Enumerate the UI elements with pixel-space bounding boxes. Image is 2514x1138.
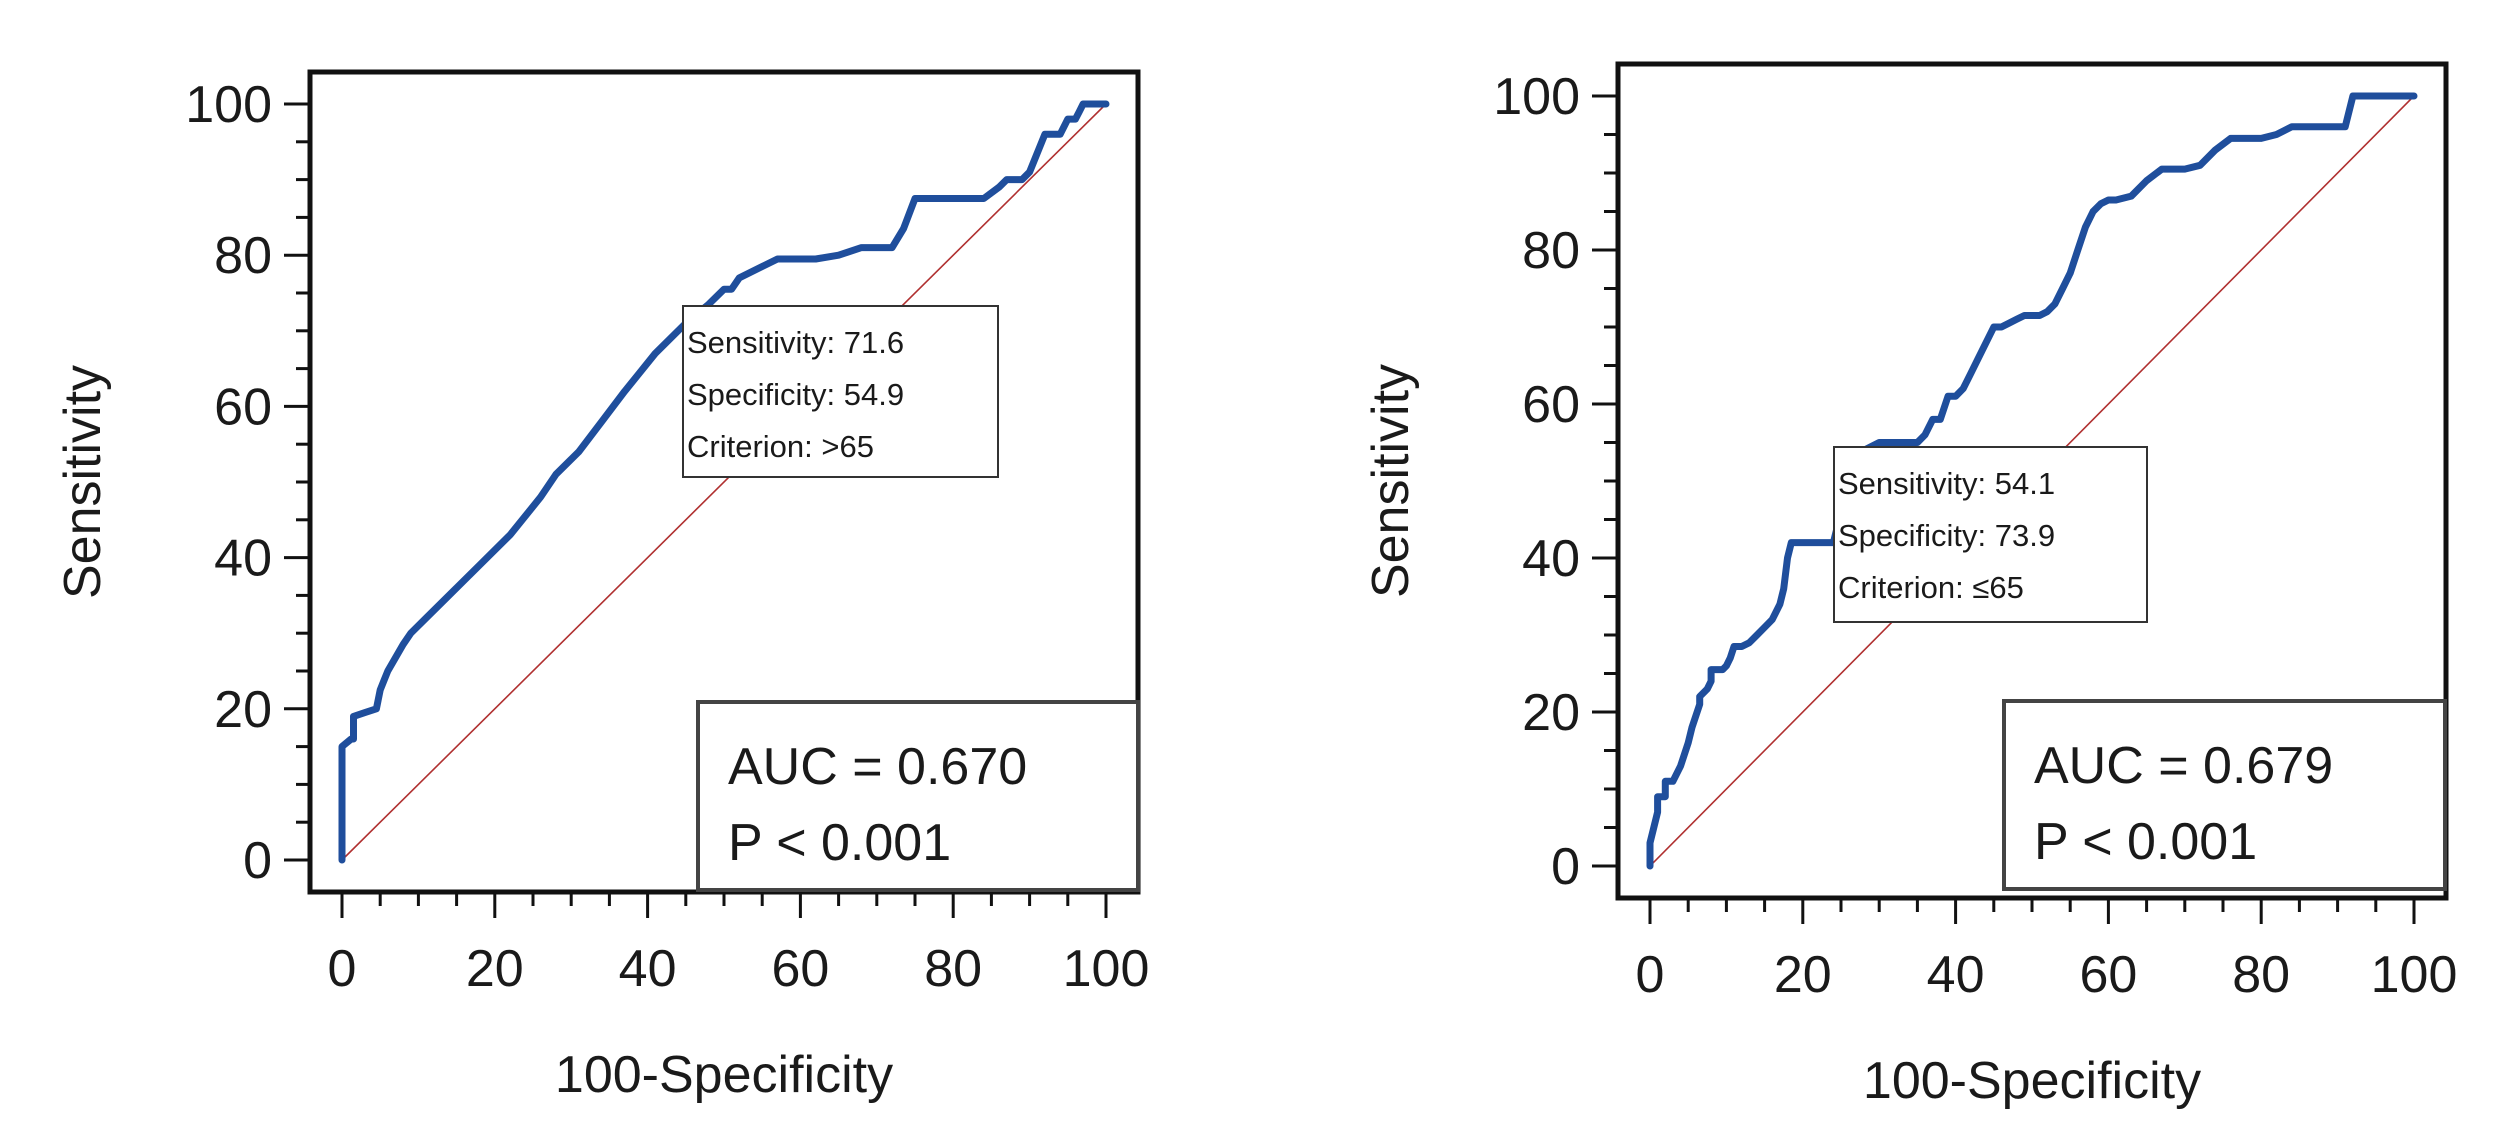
criterion-value: Criterion: ≤65 [1838,570,2024,605]
x-tick-label: 20 [1774,946,1832,1004]
auc-box-frame [696,700,1140,892]
criterion-sensitivity: Sensitivity: 54.1 [1838,466,2055,501]
auc-box: AUC = 0.679 P < 0.001 [2002,699,2447,891]
y-tick-label: 0 [1551,838,1580,896]
x-tick-label: 60 [2079,946,2137,1004]
y-tick-label: 20 [1522,684,1580,742]
y-tick-label: 40 [1522,530,1580,588]
criterion-specificity: Specificity: 73.9 [1838,518,2055,553]
reference-line-layer [341,103,1107,861]
y-tick-label: 60 [1522,376,1580,434]
auc-box-frame [2002,699,2447,891]
x-axis-ticks: 0 20 40 60 80 100 [328,892,1150,998]
y-tick-label: 60 [214,378,272,436]
x-tick-label: 40 [1927,946,1985,1004]
criterion-box: Sensitivity: 71.6 Specificity: 54.9 Crit… [682,305,999,478]
y-tick-label: 80 [1522,222,1580,280]
y-axis-ticks: 0 20 40 60 80 100 [1493,68,1618,896]
y-tick-label: 40 [214,530,272,588]
x-tick-label: 0 [1636,946,1665,1004]
y-tick-label: 0 [243,832,272,890]
x-axis-label: 100-Specificity [1863,1052,2201,1110]
roc-curve-layer [338,100,1110,864]
diagonal-reference-line [341,103,1107,861]
auc-value: AUC = 0.679 [2034,737,2333,795]
criterion-sensitivity: Sensitivity: 71.6 [687,325,904,360]
x-tick-label: 80 [2232,946,2290,1004]
y-tick-label: 100 [1493,68,1580,126]
y-tick-label: 100 [185,76,272,134]
criterion-box-frame [682,305,999,478]
roc-panel-right: 0 20 40 60 80 100 0 20 40 60 80 100 100-Specificit… [1362,61,2458,1110]
x-tick-label: 100 [1063,940,1150,998]
criterion-specificity: Specificity: 54.9 [687,377,904,412]
p-value: P < 0.001 [2034,813,2257,871]
x-tick-label: 100 [2371,946,2458,1004]
y-axis-label: Sensitivity [1362,364,1420,598]
roc-curve-layer [1646,92,2418,870]
auc-value: AUC = 0.670 [728,738,1027,796]
roc-curve [1646,92,2418,870]
x-tick-label: 80 [924,940,982,998]
roc-curve [338,100,1110,864]
x-axis-label: 100-Specificity [555,1046,893,1104]
y-axis-label: Sensitivity [54,365,112,599]
criterion-box: Sensitivity: 54.1 Specificity: 73.9 Crit… [1833,446,2148,623]
x-tick-label: 40 [619,940,677,998]
y-tick-label: 20 [214,681,272,739]
criterion-value: Criterion: >65 [687,429,874,464]
x-tick-label: 0 [328,940,357,998]
x-tick-label: 60 [771,940,829,998]
x-tick-label: 20 [466,940,524,998]
p-value: P < 0.001 [728,814,951,872]
y-axis-ticks: 0 20 40 60 80 100 [185,76,310,890]
auc-box: AUC = 0.670 P < 0.001 [696,700,1140,892]
criterion-box-frame [1833,446,2148,623]
x-axis-ticks: 0 20 40 60 80 100 [1636,898,2458,1004]
roc-panel-left: 0 20 40 60 80 100 0 20 40 60 80 100 100-Specificit… [54,69,1150,1104]
y-tick-label: 80 [214,227,272,285]
